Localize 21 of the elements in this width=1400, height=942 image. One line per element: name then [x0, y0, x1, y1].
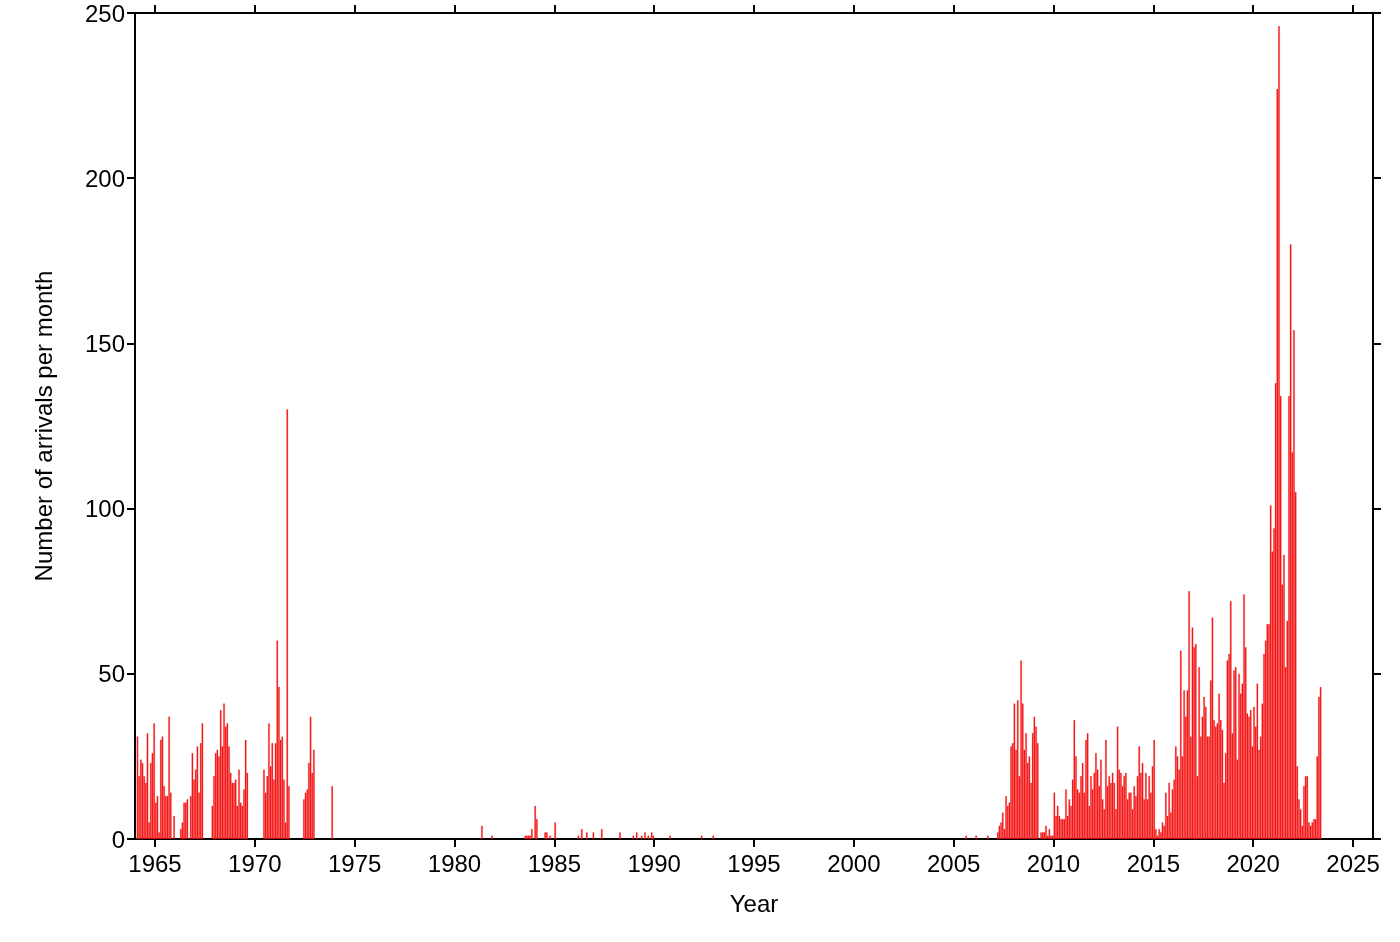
y-tick-label: 50: [98, 660, 125, 688]
y-axis-title: Number of arrivals per month: [29, 270, 57, 582]
x-tick-label: 1980: [427, 849, 482, 877]
y-tick-label: 0: [111, 825, 125, 853]
x-tick-label: 1975: [327, 849, 382, 877]
x-tick-label: 2000: [827, 849, 881, 877]
y-tick-label: 100: [84, 495, 125, 523]
y-tick-label: 200: [84, 164, 125, 192]
x-tick-label: 2005: [926, 849, 981, 877]
x-tick-label: 1985: [527, 849, 582, 877]
x-tick-label: 2025: [1326, 849, 1380, 877]
x-tick-label: 1970: [228, 849, 282, 877]
x-tick-label: 2010: [1026, 849, 1081, 877]
x-axis-title: Year: [729, 889, 779, 917]
y-tick-label: 150: [84, 329, 125, 357]
x-tick-label: 1990: [627, 849, 681, 877]
x-tick-label: 2015: [1126, 849, 1181, 877]
x-tick-label: 1995: [727, 849, 781, 877]
y-tick-label: 250: [84, 0, 125, 27]
x-tick-label: 2020: [1226, 849, 1280, 877]
x-tick-label: 1965: [128, 849, 182, 877]
